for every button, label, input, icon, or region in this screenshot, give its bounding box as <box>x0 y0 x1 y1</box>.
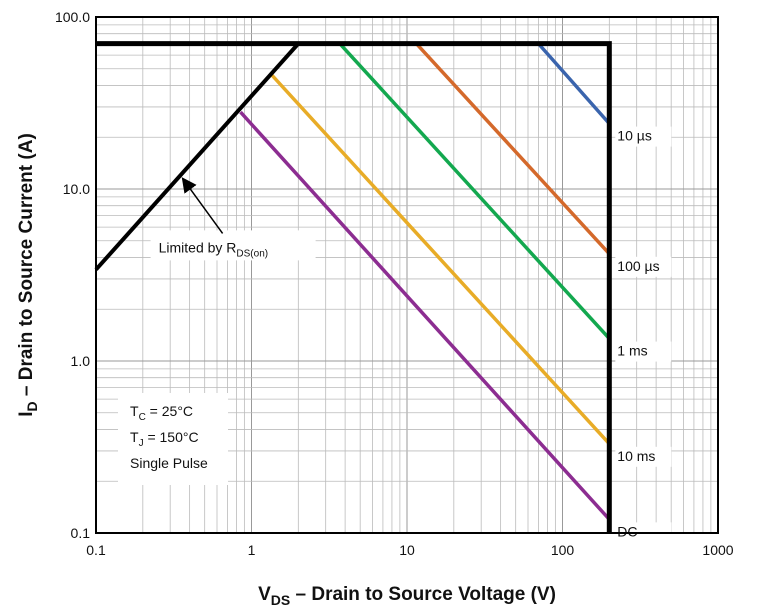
y-tick-label: 0.1 <box>71 525 91 541</box>
series-label: 100 µs <box>617 258 659 274</box>
annotation-sub: DS(on) <box>236 248 268 259</box>
boundary-line <box>96 41 612 533</box>
series-label: DC <box>617 523 637 539</box>
lines <box>94 41 612 533</box>
condition-text: Single Pulse <box>130 455 208 471</box>
y-axis-label: ID – Drain to Source Current (A) <box>16 133 40 417</box>
series-label: 1 ms <box>617 343 647 359</box>
x-axis-label: VDS – Drain to Source Voltage (V) <box>258 584 556 608</box>
x-tick-label: 1000 <box>702 542 733 558</box>
x-tick-label: 0.1 <box>86 542 106 558</box>
annotation-text: Limited by R <box>159 239 237 255</box>
plot-frame <box>95 16 719 534</box>
series-line <box>239 110 611 521</box>
series-label: 10 µs <box>617 128 652 144</box>
series-label-bg <box>615 256 672 277</box>
condition-sub: C <box>139 412 146 423</box>
conditions-bg <box>118 393 228 485</box>
series-label-bg <box>615 341 672 362</box>
rds-limit-line <box>94 42 300 271</box>
x-tick-label: 100 <box>551 542 575 558</box>
annotation: Limited by RDS(on) <box>159 239 269 259</box>
condition: TC = 25°C <box>130 403 193 423</box>
series-label: 10 ms <box>617 448 655 464</box>
condition-rest: = 150°C <box>144 429 199 445</box>
annotation-arrow <box>181 177 224 234</box>
annotation-bg <box>150 230 316 261</box>
condition-text: T <box>130 429 139 445</box>
x-tick-label: 10 <box>399 542 415 558</box>
condition: TJ = 150°C <box>130 429 199 449</box>
y-tick-label: 1.0 <box>71 353 91 369</box>
y-tick-label: 10.0 <box>63 181 90 197</box>
series-line <box>415 42 611 255</box>
x-tick-label: 1 <box>248 542 256 558</box>
condition-rest: = 25°C <box>146 403 193 419</box>
series-line <box>537 42 611 125</box>
series-label-bg <box>615 446 672 467</box>
series-label-bg <box>615 126 672 147</box>
labels: 0.1 1 10 100 1000 0.1 1.0 10.0 100.0 10 µs 100 µs 1… <box>55 9 734 558</box>
y-tick-label: 100.0 <box>55 9 90 25</box>
condition-text: T <box>130 403 139 419</box>
series-line <box>270 73 611 445</box>
series-line <box>338 42 611 340</box>
condition: Single Pulse <box>130 455 208 471</box>
condition-sub: J <box>139 438 144 449</box>
